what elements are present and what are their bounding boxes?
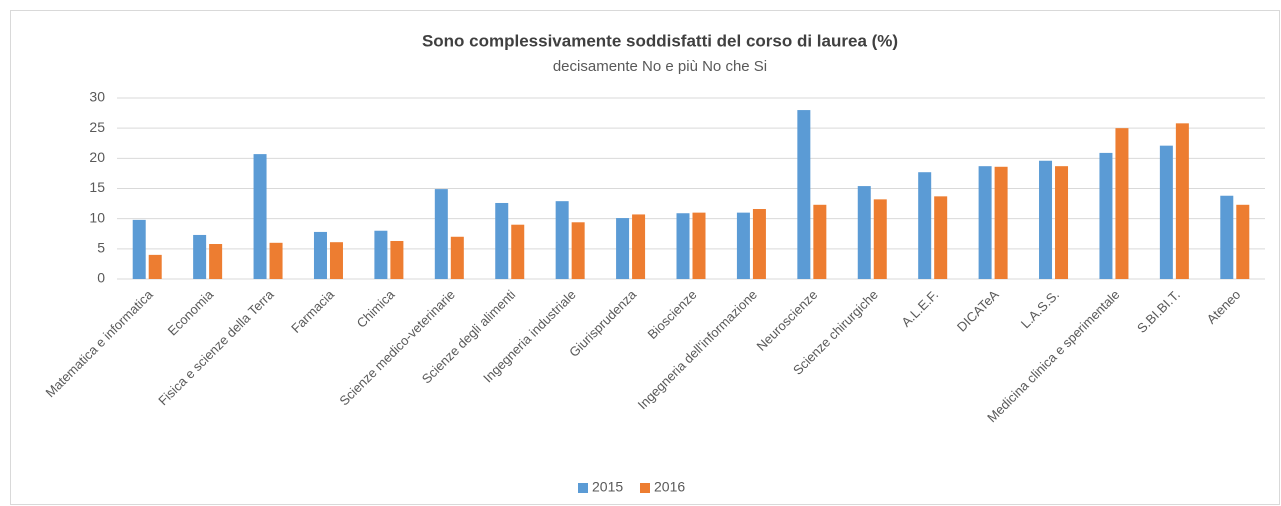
bar <box>1099 152 1113 279</box>
bar <box>1039 160 1053 279</box>
bar <box>193 234 207 279</box>
bar <box>797 110 811 279</box>
bar <box>148 254 162 279</box>
bar <box>555 201 569 279</box>
bar <box>269 242 283 279</box>
bar <box>313 231 327 279</box>
bar <box>329 242 343 279</box>
y-tick-label: 25 <box>89 119 105 135</box>
bar <box>511 224 525 279</box>
legend-swatch <box>578 483 588 493</box>
bar <box>495 202 509 279</box>
bar <box>616 218 630 279</box>
bar <box>209 244 223 279</box>
y-tick-label: 5 <box>97 240 105 256</box>
bar <box>736 212 750 279</box>
bar <box>450 236 464 279</box>
bar <box>1115 128 1129 279</box>
bar <box>1159 145 1173 279</box>
bar <box>132 219 146 279</box>
bar <box>918 172 932 279</box>
bar <box>813 204 827 279</box>
y-tick-label: 0 <box>97 270 105 286</box>
bar <box>571 222 585 279</box>
chart-subtitle: decisamente No e più No che Si <box>553 58 767 75</box>
bar <box>934 196 948 279</box>
bar <box>857 186 871 279</box>
legend-label: 2016 <box>654 479 685 495</box>
y-tick-label: 20 <box>89 149 105 165</box>
y-tick-label: 30 <box>89 89 105 105</box>
bar <box>1236 204 1250 279</box>
bar <box>873 199 887 279</box>
bar <box>390 240 404 279</box>
bar <box>676 213 690 279</box>
bar <box>752 209 766 279</box>
bar <box>374 230 388 279</box>
y-tick-label: 10 <box>89 209 105 225</box>
bar <box>1055 166 1069 279</box>
bar <box>994 166 1008 279</box>
legend-label: 2015 <box>592 479 623 495</box>
bar <box>1175 123 1189 279</box>
bar <box>434 189 448 279</box>
bar <box>978 166 992 279</box>
chart-title: Sono complessivamente soddisfatti del co… <box>422 31 898 50</box>
bar <box>1220 195 1234 279</box>
bar <box>253 154 267 279</box>
legend-swatch <box>640 483 650 493</box>
bar <box>692 212 706 279</box>
y-tick-label: 15 <box>89 179 105 195</box>
bar <box>632 214 646 279</box>
